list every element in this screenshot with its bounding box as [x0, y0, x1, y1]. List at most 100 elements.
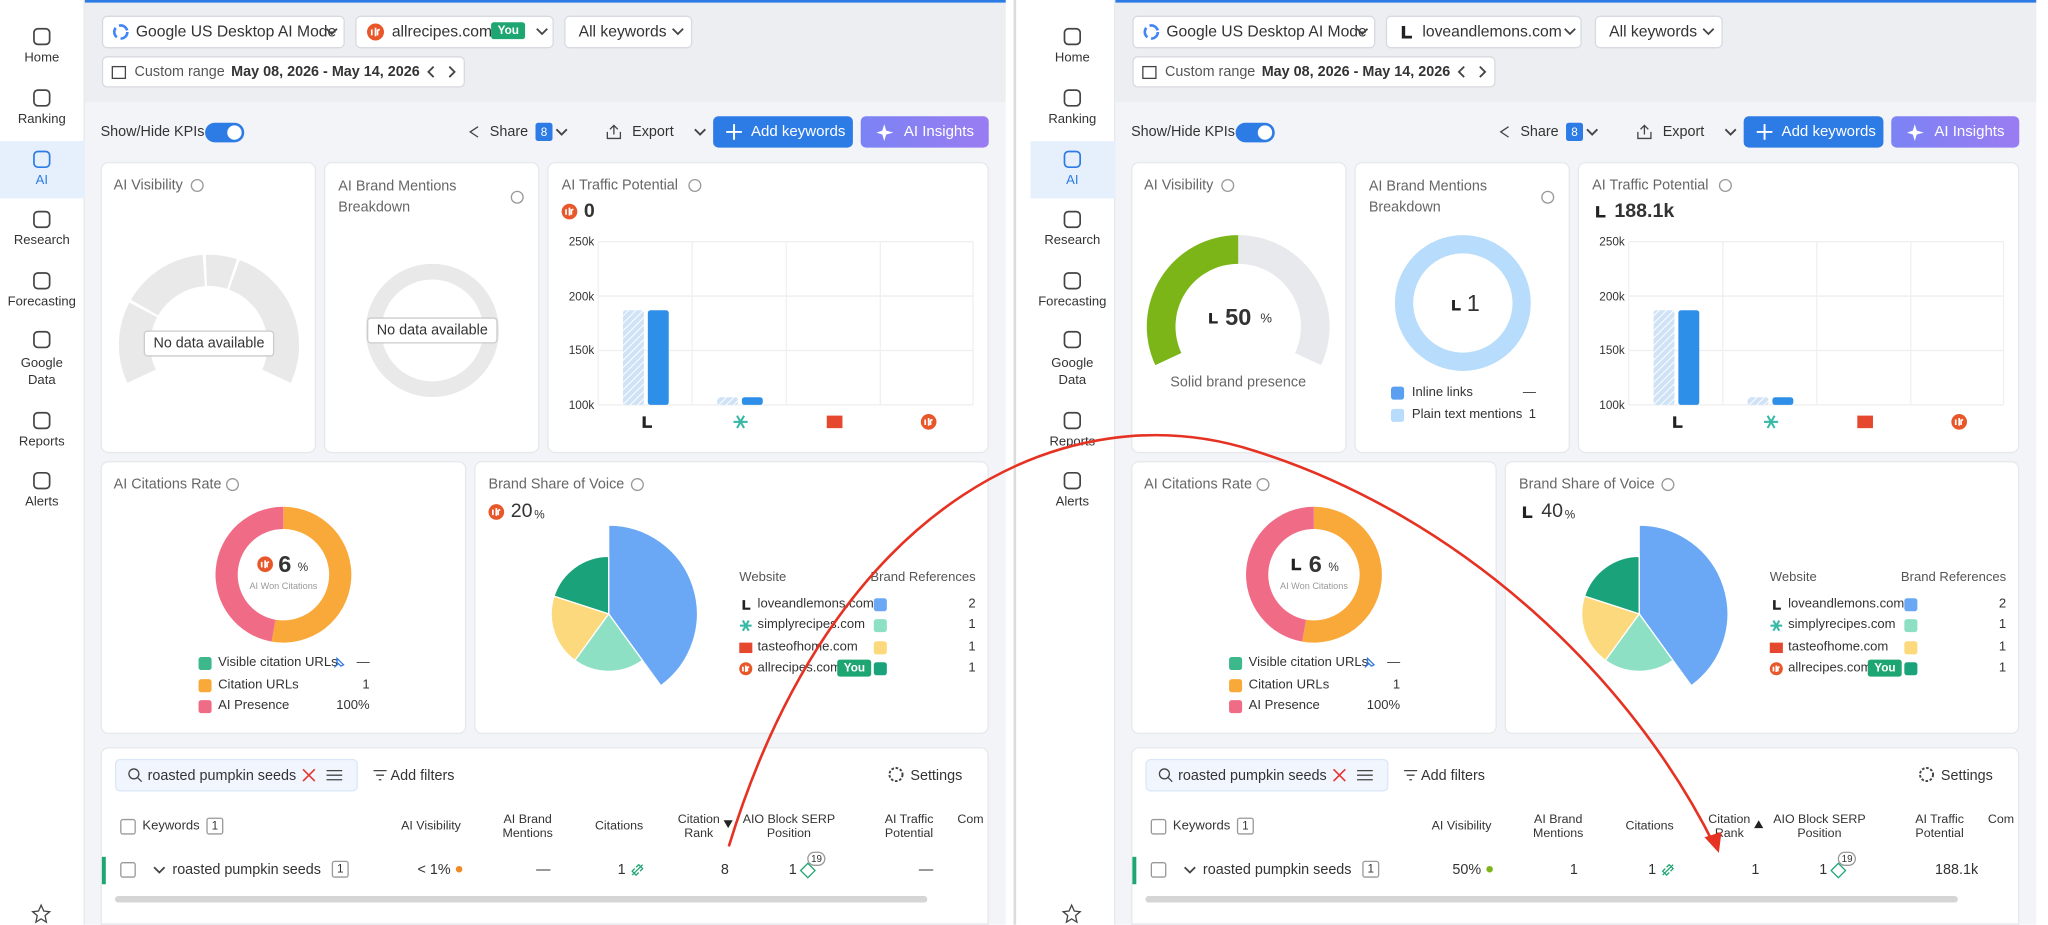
search-box[interactable] [114, 758, 358, 792]
nav-label[interactable]: Ranking [1048, 112, 1097, 127]
chevron [536, 28, 548, 36]
nav-label[interactable]: Home [24, 50, 60, 66]
row-checkbox[interactable] [120, 862, 136, 878]
nav-label[interactable]: Forecasting [7, 295, 76, 310]
sort-shape [723, 820, 733, 829]
star [31, 903, 52, 924]
logo-shape [739, 642, 753, 653]
card-title: AI Visibility [113, 177, 183, 194]
share-label[interactable]: Share [489, 124, 529, 140]
sov-swatch [873, 598, 887, 612]
sov-header: Website [739, 570, 787, 586]
aio-cell: 1 [788, 862, 797, 878]
kpi-toggle-label: Show/Hide KPIs [100, 124, 205, 140]
aio-cell: 1 [1819, 862, 1828, 878]
plus-icon [1756, 124, 1773, 140]
sort-icon [723, 820, 733, 829]
export-icon [606, 124, 622, 140]
chevron-icon [1184, 866, 1196, 874]
aio-shape [1830, 862, 1847, 879]
export-label[interactable]: Export [1662, 124, 1705, 140]
add-keywords-button[interactable]: Add keywords [1743, 116, 1884, 148]
dropdown-button[interactable] [564, 15, 693, 49]
rank-cell: 1 [1751, 862, 1760, 878]
nav-icon [33, 27, 51, 46]
nav-icon-shape [1063, 27, 1082, 46]
nav-label[interactable]: Google Data [1051, 356, 1094, 388]
nav-icon-shape [33, 210, 51, 229]
dropdown-button[interactable] [1385, 15, 1582, 49]
logo-icon [1764, 415, 1779, 429]
divider [1013, 0, 1017, 925]
sov-swatch [873, 662, 887, 676]
pie-slice [550, 595, 610, 662]
dropdown-button[interactable] [1132, 56, 1496, 88]
settings-label[interactable]: Settings [910, 767, 963, 784]
nav-label[interactable]: Google Data [20, 356, 63, 388]
citations-unit: % [297, 560, 309, 574]
dropdown-button[interactable] [1594, 15, 1723, 49]
nav-icon [33, 411, 51, 430]
chevron [1457, 65, 1465, 78]
chevron-icon [1702, 28, 1715, 36]
logo-shape [1401, 25, 1412, 38]
add-filters[interactable]: Add filters [390, 767, 455, 784]
column-header: AI Visibility [401, 818, 461, 834]
logo-shape [1772, 665, 1780, 672]
column-header: Citation Rank [677, 812, 720, 842]
dropdown-button[interactable] [1132, 15, 1376, 49]
ai-insights-button[interactable]: AI Insights [860, 116, 989, 148]
chevron-icon [1457, 65, 1465, 78]
kpi-toggle[interactable] [1235, 122, 1275, 143]
nav-label[interactable]: Forecasting [1038, 295, 1107, 310]
header-checkbox[interactable] [120, 818, 136, 835]
kpi-toggle[interactable] [205, 122, 245, 143]
header-checkbox[interactable] [1150, 818, 1167, 835]
range-value: May 08, 2026 - May 14, 2026 [1261, 63, 1451, 80]
donut-segment [215, 506, 284, 642]
sidebar-active [1030, 141, 1116, 199]
nav-label[interactable]: Ranking [17, 112, 66, 127]
dropdown-button[interactable] [101, 15, 345, 49]
nav-label[interactable]: Reports [18, 434, 65, 450]
help-icon [1221, 178, 1235, 192]
nav-label[interactable]: Alerts [25, 495, 59, 510]
column-header: AIO Block SERP Position [742, 812, 836, 842]
nav-icon-shape [1063, 330, 1082, 349]
sov-swatch [1904, 662, 1918, 676]
range-value: May 08, 2026 - May 14, 2026 [231, 63, 420, 80]
keywords-count: 1 [1236, 817, 1254, 835]
help-circle [190, 178, 204, 192]
pin-icon [333, 656, 345, 668]
keyword-cell: roasted pumpkin seeds [172, 862, 321, 878]
nav-label[interactable]: Research [13, 233, 70, 249]
row-indicator [1132, 856, 1137, 885]
logo-shape [1954, 417, 1964, 426]
settings-label[interactable]: Settings [1940, 767, 1993, 784]
chevron-icon [536, 28, 548, 36]
chevron [1479, 65, 1487, 78]
nav-label[interactable]: Home [1054, 50, 1090, 66]
column-header: Com [957, 812, 984, 827]
aio-sup: 19 [807, 851, 826, 866]
nav-label[interactable]: AI [35, 173, 48, 189]
card-title: AI Citations Rate [113, 476, 222, 493]
add-filters[interactable]: Add filters [1421, 767, 1485, 784]
row-checkbox[interactable] [1150, 862, 1167, 878]
share-label[interactable]: Share [1520, 124, 1559, 140]
nav-label[interactable]: AI [1066, 173, 1079, 189]
logo-shape [1775, 620, 1781, 627]
empty-state: No data available [367, 317, 498, 344]
sov-site: tasteofhome.com [1788, 639, 1889, 654]
sliders-shape [1357, 769, 1373, 781]
logo-shape [1673, 416, 1683, 428]
export-label[interactable]: Export [632, 124, 674, 140]
add-keywords-button[interactable]: Add keywords [713, 116, 853, 148]
ai-insights-button[interactable]: AI Insights [1891, 116, 2020, 148]
nav-icon [33, 89, 51, 107]
citations-donut [215, 506, 352, 643]
traffic-cell: 188.1k [1934, 862, 1979, 878]
nav-label[interactable]: Research [1044, 233, 1101, 249]
dropdown-button[interactable] [101, 56, 465, 88]
nav-icon [33, 210, 51, 229]
